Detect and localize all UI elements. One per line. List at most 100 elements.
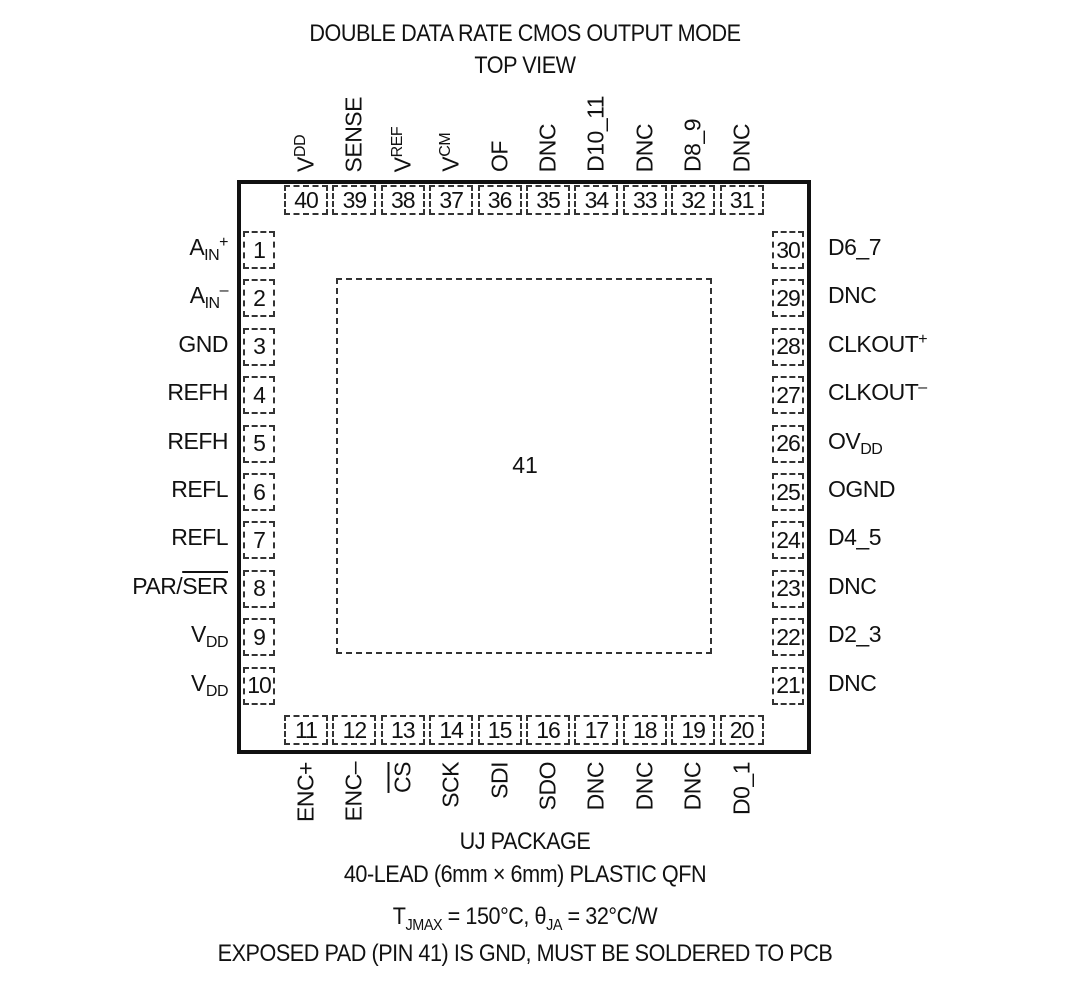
pin-24-pad: 24 xyxy=(772,521,804,560)
pin-label-text: A xyxy=(189,234,205,260)
pin-25-pad: 25 xyxy=(772,473,804,511)
pin-label-text: CLKOUT xyxy=(828,330,919,357)
pin-label-text: SDO xyxy=(534,762,561,811)
pin-label-text: A xyxy=(189,282,205,309)
pin-label-subscript: DD xyxy=(860,440,883,458)
exposed-pad-number: 41 xyxy=(512,452,538,478)
pin-21-label: DNC xyxy=(828,669,877,697)
pin-34-label: D10_11 xyxy=(581,96,611,172)
pin-10-pad: 10 xyxy=(243,666,275,705)
pin-label-text: OV xyxy=(828,427,861,454)
pin-label-superscript: – xyxy=(918,379,927,397)
pin-40-pad: 40 xyxy=(284,185,328,215)
pin-label-superscript: – xyxy=(219,282,229,300)
pin-label-text: REFH xyxy=(167,379,228,406)
pin-3-label: GND xyxy=(28,331,228,358)
pin-23-pad: 23 xyxy=(772,569,804,608)
pin-27-label: CLKOUT– xyxy=(828,379,927,406)
pin-29-pad: 29 xyxy=(772,279,804,318)
pin-label-text: REFL xyxy=(171,524,228,551)
pin-6-pad: 6 xyxy=(243,473,275,511)
pin-label-subscript: IN xyxy=(204,295,221,313)
pin-12-pad: 12 xyxy=(332,715,377,745)
pin-label-text: V xyxy=(191,621,206,648)
pin-2-pad: 2 xyxy=(243,279,275,318)
pin-label-text: DNC xyxy=(631,762,658,811)
pin-label-text: OGND xyxy=(828,476,896,502)
pin-label-subscript: DD xyxy=(292,135,309,158)
pin-label-overbar-text: SER xyxy=(182,572,228,599)
pin-2-label: AIN– xyxy=(28,282,229,313)
pin-21-pad: 21 xyxy=(772,666,804,705)
pin-label-text: OF xyxy=(486,141,513,172)
diagram-subtitle: TOP VIEW xyxy=(474,52,576,79)
pin-label-text: DNC xyxy=(828,572,877,599)
package-name: UJ PACKAGE xyxy=(459,828,591,855)
pin-33-label: DNC xyxy=(630,124,660,172)
pin-label-text: DNC xyxy=(582,762,609,811)
pin-20-pad: 20 xyxy=(719,715,764,745)
pin-27-pad: 27 xyxy=(772,376,804,415)
pin-33-pad: 33 xyxy=(622,185,667,215)
thermal-mid: = 150°C, θ xyxy=(442,903,547,930)
pin-label-text: REFL xyxy=(171,476,228,502)
pin-8-label: PAR/SER xyxy=(28,573,228,600)
thermal-sub2: JA xyxy=(546,916,562,934)
pin-label-text: V xyxy=(191,669,206,696)
pin-16-label: SDO xyxy=(533,762,563,810)
pin-label-text: V xyxy=(292,157,319,172)
pin-30-pad: 30 xyxy=(772,231,804,269)
pin-label-text: SENSE xyxy=(340,96,367,172)
pin-label-text: V xyxy=(437,157,464,172)
pin-label-text: D4_5 xyxy=(828,524,881,551)
pin-label-text: SDI xyxy=(486,762,513,799)
pin-label-text: CLKOUT xyxy=(828,379,919,406)
pin-label-text: ENC+ xyxy=(292,762,319,822)
exposed-pad-note: EXPOSED PAD (PIN 41) IS GND, MUST BE SOL… xyxy=(217,940,833,967)
pin-22-label: D2_3 xyxy=(828,621,881,648)
pin-29-label: DNC xyxy=(828,282,877,309)
pin-36-label: OF xyxy=(485,141,515,172)
thermal-sub1: JMAX xyxy=(405,916,443,934)
exposed-pad xyxy=(336,278,712,654)
pin-label-text: DNC xyxy=(828,282,877,309)
pin-34-pad: 34 xyxy=(574,185,619,215)
pin-label-subscript: REF xyxy=(388,126,406,158)
pin-label-overbar-text: CS xyxy=(389,762,416,793)
pin-5-pad: 5 xyxy=(243,424,275,463)
pin-label-text: D10_11 xyxy=(582,96,609,172)
pin-1-pad: 1 xyxy=(243,231,275,269)
pin-14-pad: 14 xyxy=(429,715,474,745)
thermal-t: T xyxy=(392,903,406,930)
package-outline xyxy=(237,180,811,754)
pin-24-label: D4_5 xyxy=(828,524,881,551)
pin-9-label: VDD xyxy=(28,621,228,652)
pin-31-pad: 31 xyxy=(719,185,764,215)
pin-label-text: DNC xyxy=(728,123,755,172)
pin-26-label: OVDD xyxy=(828,427,883,459)
pin-label-text: V xyxy=(389,157,416,172)
pin-16-pad: 16 xyxy=(526,715,570,745)
pin-14-label: SCK xyxy=(436,762,466,808)
pin-31-label: DNC xyxy=(727,124,757,172)
pin-17-pad: 17 xyxy=(574,715,619,745)
pin-30-label: D6_7 xyxy=(828,234,881,261)
pin-label-text: DNC xyxy=(828,669,877,696)
pin-label-superscript: + xyxy=(918,330,928,348)
pin-5-label: REFH xyxy=(28,428,228,455)
pin-label-subscript: DD xyxy=(205,682,229,700)
pin-13-label: CS xyxy=(388,762,418,793)
pin-35-label: DNC xyxy=(533,124,563,172)
pin-7-label: REFL xyxy=(28,524,228,551)
thermal-end: = 32°C/W xyxy=(561,903,658,930)
pin-label-text: PAR/ xyxy=(132,572,183,599)
pin-28-pad: 28 xyxy=(772,327,804,366)
pin-18-label: DNC xyxy=(630,762,660,810)
pin-9-pad: 9 xyxy=(243,618,275,657)
pin-38-label: V REF xyxy=(388,127,418,172)
pin-label-text: D8_9 xyxy=(679,119,706,172)
pin-22-pad: 22 xyxy=(772,618,804,657)
pin-25-label: OGND xyxy=(828,476,896,503)
thermal-spec: TJMAX = 150°C, θJA = 32°C/W xyxy=(53,903,998,935)
pin-label-text: GND xyxy=(178,330,228,357)
